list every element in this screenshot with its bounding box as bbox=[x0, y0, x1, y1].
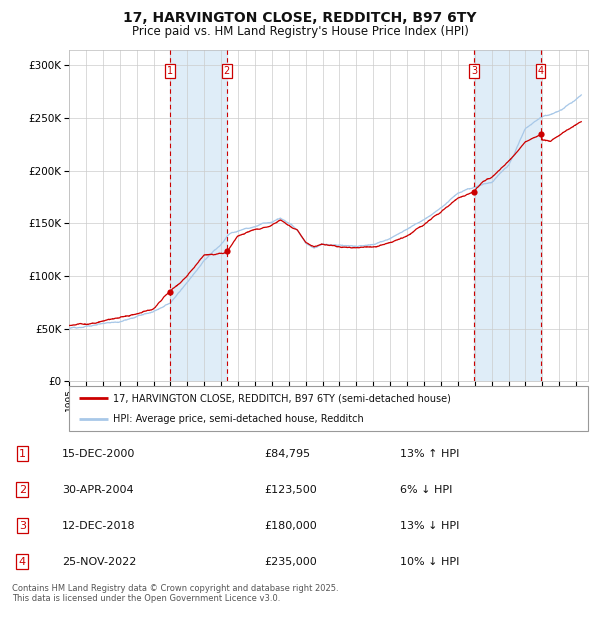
Text: Price paid vs. HM Land Registry's House Price Index (HPI): Price paid vs. HM Land Registry's House … bbox=[131, 25, 469, 38]
Text: 17, HARVINGTON CLOSE, REDDITCH, B97 6TY: 17, HARVINGTON CLOSE, REDDITCH, B97 6TY bbox=[123, 11, 477, 25]
Text: 25-NOV-2022: 25-NOV-2022 bbox=[62, 557, 136, 567]
Text: 13% ↓ HPI: 13% ↓ HPI bbox=[400, 521, 460, 531]
Text: HPI: Average price, semi-detached house, Redditch: HPI: Average price, semi-detached house,… bbox=[113, 414, 364, 424]
Text: 3: 3 bbox=[471, 66, 477, 76]
Text: 1: 1 bbox=[167, 66, 173, 76]
Text: Contains HM Land Registry data © Crown copyright and database right 2025.
This d: Contains HM Land Registry data © Crown c… bbox=[12, 584, 338, 603]
Bar bbox=[474, 50, 541, 381]
Text: 4: 4 bbox=[19, 557, 26, 567]
Text: 3: 3 bbox=[19, 521, 26, 531]
Text: 12-DEC-2018: 12-DEC-2018 bbox=[62, 521, 136, 531]
Text: 6% ↓ HPI: 6% ↓ HPI bbox=[400, 485, 452, 495]
Text: 2: 2 bbox=[19, 485, 26, 495]
Text: 10% ↓ HPI: 10% ↓ HPI bbox=[400, 557, 460, 567]
Text: £84,795: £84,795 bbox=[265, 449, 311, 459]
Text: £123,500: £123,500 bbox=[265, 485, 317, 495]
FancyBboxPatch shape bbox=[69, 386, 588, 431]
Text: £180,000: £180,000 bbox=[265, 521, 317, 531]
Text: 13% ↑ HPI: 13% ↑ HPI bbox=[400, 449, 460, 459]
Text: 1: 1 bbox=[19, 449, 26, 459]
Text: £235,000: £235,000 bbox=[265, 557, 317, 567]
Text: 2: 2 bbox=[224, 66, 230, 76]
Text: 15-DEC-2000: 15-DEC-2000 bbox=[62, 449, 135, 459]
Text: 30-APR-2004: 30-APR-2004 bbox=[62, 485, 133, 495]
Bar bbox=[170, 50, 227, 381]
Text: 4: 4 bbox=[538, 66, 544, 76]
Text: 17, HARVINGTON CLOSE, REDDITCH, B97 6TY (semi-detached house): 17, HARVINGTON CLOSE, REDDITCH, B97 6TY … bbox=[113, 393, 451, 404]
